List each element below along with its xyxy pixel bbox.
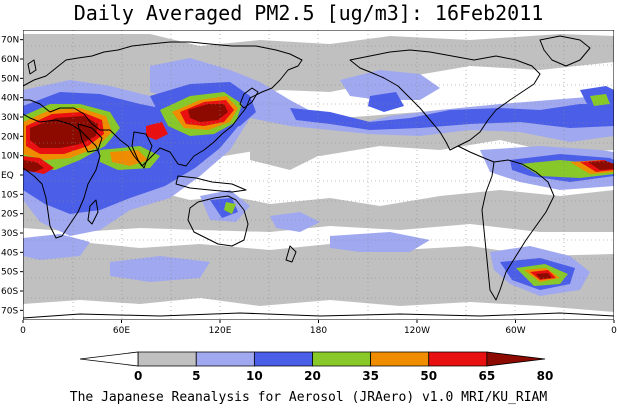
colorbar-swatch — [137, 351, 197, 367]
colorbar-swatch — [79, 351, 139, 367]
coastlines — [23, 35, 614, 319]
colorbar-label: 10 — [246, 369, 263, 383]
coast-central-america — [457, 145, 495, 163]
coast-india — [131, 131, 153, 169]
coast-japan — [239, 87, 259, 109]
colorbar-swatch — [428, 351, 488, 367]
lat-label: 50S — [1, 268, 18, 278]
map-title: Daily Averaged PM2.5 [ug/m3]: 16Feb2011 — [73, 1, 544, 25]
coast-australia — [187, 195, 249, 247]
coast-eurasia — [23, 41, 303, 167]
lat-label: 40S — [1, 248, 18, 258]
coast-south-america — [481, 159, 555, 301]
lat-label: 60S — [1, 287, 18, 297]
lat-label: 10N — [1, 152, 19, 162]
colorbar-label: 0 — [134, 369, 142, 383]
colorbar-label: 5 — [192, 369, 200, 383]
coast-madagascar — [87, 199, 99, 225]
lat-label: 70N — [1, 36, 19, 46]
longitude-labels: 0 60E 120E 180 120W 60W 0 — [20, 320, 617, 336]
lon-label: 0 — [20, 326, 26, 336]
concentration-above-80-layer — [23, 104, 614, 279]
colorbar-label: 35 — [362, 369, 379, 383]
colorbar: 0 5 10 20 35 50 65 80 — [79, 351, 554, 383]
lat-label: 30N — [1, 113, 19, 123]
colorbar-swatch — [486, 351, 546, 367]
lat-label: EQ — [1, 171, 14, 181]
lat-label: 10S — [1, 190, 18, 200]
lon-label: 0 — [611, 326, 617, 336]
latitude-labels: 70N 60N 50N 40N 30N 20N 10N EQ 10S 20S 30S 40S 50S 60… — [1, 36, 23, 316]
graticule — [23, 30, 614, 320]
coast-uk — [27, 59, 37, 75]
lat-label: 70S — [1, 306, 18, 316]
coast-arabia — [77, 123, 103, 153]
lon-label: 180 — [310, 326, 327, 336]
colorbar-swatch — [253, 351, 313, 367]
lon-label: 120W — [404, 326, 430, 336]
lat-label: 60N — [1, 55, 19, 65]
lat-label: 30S — [1, 229, 18, 239]
lat-label: 50N — [1, 74, 19, 84]
colorbar-label: 80 — [537, 369, 554, 383]
footer-credit: The Japanese Reanalysis for Aerosol (JRA… — [69, 390, 548, 405]
coast-africa — [23, 113, 101, 239]
coast-greenland — [539, 35, 591, 67]
lat-label: 20S — [1, 210, 18, 220]
colorbar-swatch — [312, 351, 372, 367]
lat-label: 20N — [1, 132, 19, 142]
coast-new-zealand — [285, 245, 297, 263]
coast-indonesia — [175, 175, 247, 193]
colorbar-swatch — [370, 351, 430, 367]
lon-label: 60E — [113, 326, 130, 336]
lat-label: 40N — [1, 94, 19, 104]
coast-antarctica — [23, 312, 614, 319]
colorbar-label: 20 — [304, 369, 321, 383]
colorbar-label: 65 — [479, 369, 496, 383]
lon-label: 60W — [505, 326, 525, 336]
colorbar-label: 50 — [420, 369, 437, 383]
colorbar-swatch — [195, 351, 255, 367]
lon-label: 120E — [209, 326, 232, 336]
coast-north-america — [349, 49, 541, 151]
